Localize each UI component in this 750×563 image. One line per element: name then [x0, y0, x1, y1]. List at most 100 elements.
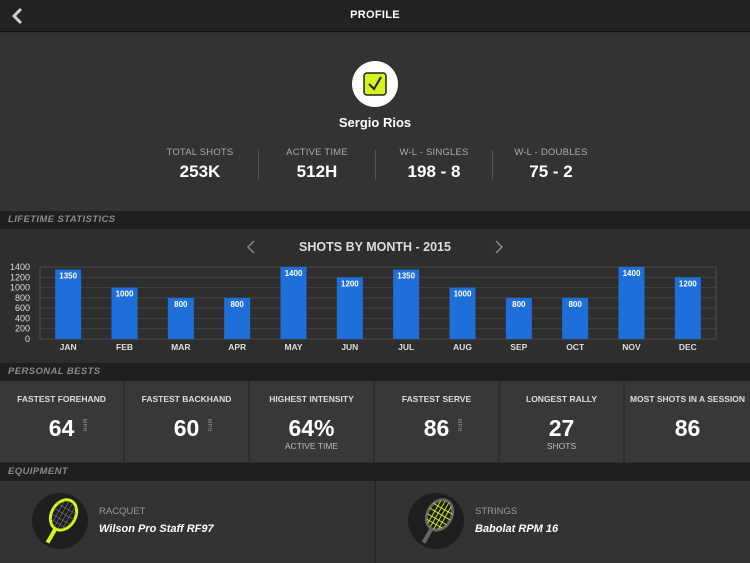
best-fastest-forehand[interactable]: FASTEST FOREHAND 64 MPH: [0, 381, 123, 462]
shots-by-month-chart: 0 200 400 600 800 1000 1200 1400 1350 JAN 1000 FEB 8…: [0, 229, 750, 362]
y-tick-label: 200: [15, 324, 30, 334]
best-most-shots-session[interactable]: MOST SHOTS IN A SESSION 86: [625, 381, 750, 462]
bar: [449, 287, 476, 339]
best-highest-intensity[interactable]: HIGHEST INTENSITY 64% ACTIVE TIME: [250, 381, 373, 462]
best-label: FASTEST SERVE: [401, 394, 472, 404]
best-label: FASTEST BACKHAND: [141, 394, 232, 404]
x-tick-label: APR: [228, 342, 246, 352]
x-tick-label: MAY: [284, 342, 302, 352]
bar: [505, 297, 532, 339]
best-subtext: ACTIVE TIME: [284, 441, 339, 451]
best-label: HIGHEST INTENSITY: [269, 394, 354, 404]
x-tick-label: JAN: [60, 342, 77, 352]
stat-label: ACTIVE TIME: [286, 147, 348, 158]
strings-icon: [421, 498, 455, 544]
bar: [111, 287, 138, 339]
bar: [280, 267, 307, 339]
divider: [375, 481, 376, 563]
personal-bests: FASTEST FOREHAND 64 MPH FASTEST BACKHAND…: [0, 381, 750, 462]
plot-frame: [39, 266, 717, 340]
equipment-name: Wilson Pro Staff RF97: [99, 523, 214, 535]
best-value: 64: [48, 415, 75, 441]
y-tick-label: 600: [15, 303, 30, 313]
bar: [393, 269, 420, 339]
user-name: Sergio Rios: [338, 115, 412, 130]
x-tick-label: NOV: [622, 342, 641, 352]
equipment-strings[interactable]: STRINGS Babolat RPM 16: [376, 481, 750, 563]
bar: [55, 269, 82, 339]
y-tick-label: 0: [25, 334, 30, 344]
x-tick-label: DEC: [679, 342, 697, 352]
best-label: FASTEST FOREHAND: [17, 394, 106, 404]
bar: [167, 297, 194, 339]
avatar[interactable]: [352, 61, 398, 107]
equipment-racquet[interactable]: RACQUET Wilson Pro Staff RF97: [0, 481, 374, 563]
best-fastest-backhand[interactable]: FASTEST BACKHAND 60 MPH: [125, 381, 248, 462]
bar-value-label: 1000: [116, 290, 134, 299]
section-header-bests: PERSONAL BESTS: [0, 363, 750, 381]
bar-value-label: 800: [230, 300, 244, 309]
brand-logo-icon: [363, 72, 387, 96]
x-tick-label: JUN: [341, 342, 358, 352]
best-fastest-serve[interactable]: FASTEST SERVE 86 MPH: [375, 381, 498, 462]
x-tick-label: SEP: [510, 342, 527, 352]
bar-value-label: 800: [174, 300, 188, 309]
stat-active-time: ACTIVE TIME 512H: [259, 147, 375, 182]
bar: [224, 297, 251, 339]
stat-wl-doubles: W-L - DOUBLES 75 - 2: [493, 147, 609, 182]
section-header-equipment: EQUIPMENT: [0, 463, 750, 481]
best-value: 86: [423, 415, 450, 441]
back-button[interactable]: [6, 4, 30, 28]
bar-value-label: 1350: [397, 272, 415, 281]
y-tick-label: 1400: [10, 262, 30, 272]
bar-value-label: 1200: [341, 279, 359, 288]
x-tick-label: JUL: [398, 342, 414, 352]
y-tick-label: 400: [15, 313, 30, 323]
stat-total-shots: TOTAL SHOTS 253K: [142, 147, 258, 182]
bar-value-label: 1000: [454, 290, 472, 299]
bar: [674, 277, 701, 339]
bar-value-label: 800: [512, 300, 526, 309]
section-title: PERSONAL BESTS: [8, 366, 101, 377]
stat-value: 75 - 2: [529, 162, 573, 181]
chevron-left-icon: [11, 7, 23, 25]
racquet-icon: [45, 498, 79, 544]
top-bar: PROFILE: [0, 0, 750, 32]
stat-label: W-L - DOUBLES: [514, 147, 588, 158]
best-label: MOST SHOTS IN A SESSION: [629, 394, 746, 404]
next-year-button[interactable]: [493, 238, 505, 256]
chevron-right-icon: [495, 240, 504, 254]
best-unit: MPH: [81, 419, 87, 432]
racquet-icon-wrap: [32, 493, 88, 549]
prev-year-button[interactable]: [245, 238, 257, 256]
stat-value: 253K: [179, 162, 221, 181]
chart-title: SHOTS BY MONTH - 2015: [299, 240, 451, 254]
best-value: 27: [548, 415, 575, 441]
chevron-left-icon: [246, 240, 255, 254]
equipment-name: Babolat RPM 16: [475, 523, 559, 535]
bar-value-label: 1400: [285, 269, 303, 278]
y-tick-label: 1000: [10, 283, 30, 293]
y-tick-label: 800: [15, 293, 30, 303]
divider: [258, 150, 259, 180]
x-tick-label: OCT: [566, 342, 585, 352]
stat-wl-singles: W-L - SINGLES 198 - 8: [376, 147, 492, 182]
divider: [375, 150, 376, 180]
best-longest-rally[interactable]: LONGEST RALLY 27 SHOTS: [500, 381, 623, 462]
x-tick-label: AUG: [453, 342, 472, 352]
x-tick-label: MAR: [171, 342, 190, 352]
section-title: LIFETIME STATISTICS: [8, 214, 116, 225]
best-value: 86: [674, 415, 701, 441]
best-unit: MPH: [206, 419, 212, 432]
stat-label: W-L - SINGLES: [399, 147, 469, 158]
bar-value-label: 1200: [679, 279, 697, 288]
bar-value-label: 800: [568, 300, 582, 309]
stat-value: 512H: [296, 162, 338, 181]
y-tick-label: 1200: [10, 272, 30, 282]
page-title: PROFILE: [350, 9, 400, 21]
best-unit: MPH: [456, 419, 462, 432]
bar: [618, 267, 645, 339]
profile-summary: Sergio Rios TOTAL SHOTS 253K ACTIVE TIME…: [0, 33, 750, 211]
stat-label: TOTAL SHOTS: [166, 147, 234, 158]
divider: [492, 150, 493, 180]
